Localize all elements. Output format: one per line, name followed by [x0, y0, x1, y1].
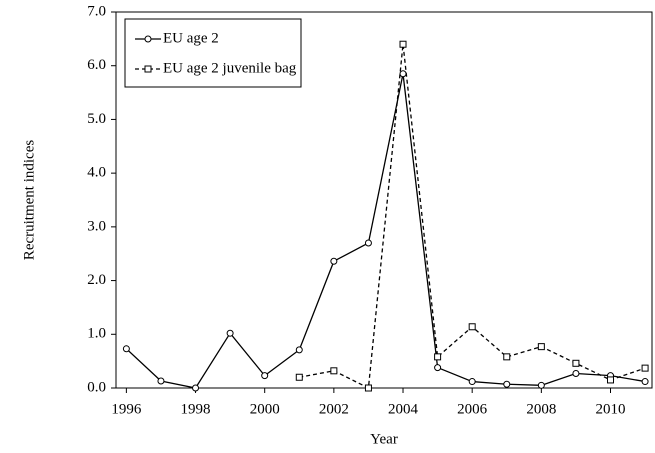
- x-tick-label: 2004: [388, 401, 419, 417]
- data-point: [503, 380, 511, 388]
- data-point: [295, 346, 303, 354]
- data-point: [364, 239, 372, 247]
- data-point: [572, 369, 580, 377]
- data-point: [537, 381, 545, 389]
- data-point: [364, 384, 372, 392]
- y-tick-label: 5.0: [87, 111, 106, 127]
- y-tick-label: 0.0: [87, 379, 106, 395]
- data-point: [607, 376, 615, 384]
- data-point: [330, 257, 338, 265]
- x-tick-label: 2002: [319, 401, 349, 417]
- y-tick-label: 4.0: [87, 165, 106, 181]
- data-point: [468, 378, 476, 386]
- data-point: [192, 384, 200, 392]
- data-point: [261, 372, 269, 380]
- x-tick-label: 2000: [250, 401, 280, 417]
- data-point: [537, 343, 545, 351]
- x-tick-label: 2008: [526, 401, 556, 417]
- x-tick-label: 2010: [596, 401, 626, 417]
- series-line: [125, 73, 646, 389]
- legend-marker: [144, 35, 152, 43]
- data-point: [434, 353, 442, 361]
- legend-box: [124, 18, 302, 88]
- legend-label: EU age 2 juvenile bag: [163, 60, 297, 76]
- data-point: [503, 353, 511, 361]
- y-tick-label: 6.0: [87, 57, 106, 73]
- y-axis-label: Recruitment indices: [21, 140, 37, 261]
- x-tick-label: 1998: [181, 401, 211, 417]
- data-point: [468, 323, 476, 331]
- data-point: [157, 377, 165, 385]
- data-point: [330, 367, 338, 375]
- data-point: [572, 359, 580, 367]
- data-point: [399, 40, 407, 48]
- data-point: [399, 70, 407, 78]
- data-point: [434, 364, 442, 372]
- y-tick-label: 1.0: [87, 326, 106, 342]
- data-point: [641, 378, 649, 386]
- data-point: [295, 373, 303, 381]
- y-tick-label: 3.0: [87, 218, 106, 234]
- data-point: [641, 364, 649, 372]
- x-axis-label: Year: [370, 431, 398, 447]
- legend-marker: [144, 65, 152, 73]
- x-tick-label: 2006: [457, 401, 488, 417]
- y-tick-label: 7.0: [87, 3, 106, 19]
- data-point: [122, 345, 130, 353]
- series-line: [299, 44, 646, 390]
- data-point: [226, 329, 234, 337]
- y-tick-label: 2.0: [87, 272, 106, 288]
- x-tick-label: 1996: [111, 401, 142, 417]
- legend-label: EU age 2: [163, 30, 219, 46]
- plot-frame: [115, 11, 653, 389]
